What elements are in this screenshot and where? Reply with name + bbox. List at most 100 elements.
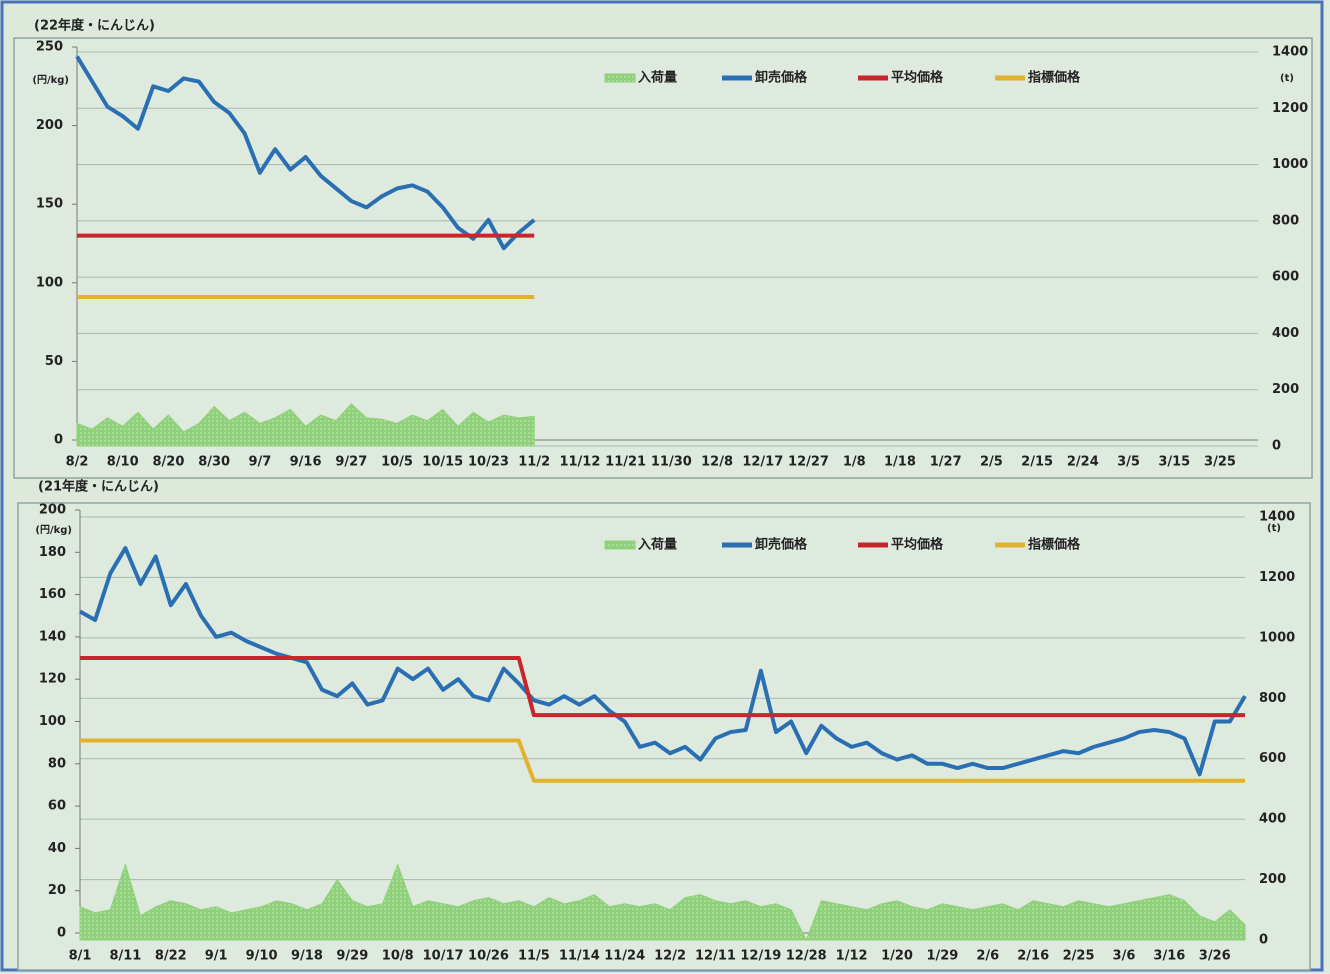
x-tick-label: 2/25 [1063,949,1095,964]
x-tick-label: 12/2 [654,949,686,964]
x-tick-label: 10/15 [422,455,463,470]
x-tick-label: 12/19 [740,949,781,964]
y-axis-unit: (円/kg) [35,524,72,536]
legend-label: 卸売価格 [755,537,808,553]
x-tick-label: 2/5 [980,455,1003,470]
y-tick-label: 0 [57,926,66,941]
legend-label: 平均価格 [891,537,944,553]
volume-area [79,862,1246,942]
legend-label: 指標価格 [1028,70,1081,86]
y-tick-label: 60 [48,799,66,814]
x-tick-label: 8/1 [69,949,92,964]
x-tick-label: 9/1 [205,949,228,964]
x-tick-label: 3/15 [1158,455,1190,470]
x-tick-label: 11/2 [518,455,550,470]
x-tick-label: 1/27 [930,455,962,470]
x-tick-label: 1/20 [881,949,913,964]
x-tick-label: 12/8 [701,455,733,470]
volume-area [76,403,535,447]
y2-tick-label: 0 [1272,439,1281,454]
x-tick-label: 9/10 [246,949,278,964]
y2-axis-unit: (t) [1267,523,1281,534]
y-tick-label: 40 [48,841,66,856]
y2-tick-label: 1200 [1259,570,1295,585]
x-tick-label: 10/23 [468,455,509,470]
x-tick-label: 3/25 [1204,455,1236,470]
y2-tick-label: 600 [1272,270,1299,285]
x-tick-label: 12/27 [788,455,829,470]
y2-axis-unit: (t) [1280,73,1294,84]
x-tick-label: 1/18 [884,455,916,470]
y-tick-label: 150 [36,197,63,212]
x-tick-label: 12/17 [742,455,783,470]
x-tick-label: 8/11 [109,949,141,964]
x-tick-label: 12/11 [695,949,736,964]
x-tick-label: 9/7 [248,455,271,470]
legend-label: 入荷量 [638,537,677,553]
y2-tick-label: 600 [1259,751,1286,766]
x-tick-label: 11/14 [559,949,600,964]
y-tick-label: 50 [45,354,63,369]
y2-tick-label: 800 [1272,213,1299,228]
price-line [75,55,536,251]
x-tick-label: 11/5 [518,949,550,964]
x-tick-label: 8/10 [107,455,139,470]
y-tick-label: 20 [48,883,66,898]
y2-tick-label: 1400 [1259,510,1295,525]
y-tick-label: 100 [39,714,66,729]
y2-tick-label: 1000 [1259,630,1295,645]
x-tick-label: 2/24 [1067,455,1099,470]
x-tick-label: 11/12 [559,455,600,470]
x-tick-label: 10/8 [382,949,414,964]
x-tick-label: 11/30 [651,455,692,470]
legend-swatch [604,73,636,83]
x-tick-label: 9/29 [336,949,368,964]
x-tick-label: 2/6 [976,949,999,964]
x-tick-label: 1/29 [926,949,958,964]
y-tick-label: 200 [39,503,66,518]
y2-tick-label: 400 [1272,326,1299,341]
y2-tick-label: 0 [1259,933,1268,948]
x-tick-label: 1/12 [836,949,868,964]
x-tick-label: 2/15 [1021,455,1053,470]
y-tick-label: 200 [36,118,63,133]
plot-box [17,502,1311,971]
x-tick-label: 10/5 [381,455,413,470]
y-tick-label: 0 [54,433,63,448]
chart-title: (22年度・にんじん) [34,18,155,34]
x-tick-label: 9/18 [291,949,323,964]
y2-tick-label: 400 [1259,812,1286,827]
y-tick-label: 250 [36,40,63,55]
x-tick-label: 3/6 [1113,949,1136,964]
y-tick-label: 160 [39,587,66,602]
price-line [80,656,1246,718]
x-tick-label: 10/17 [423,949,464,964]
y-tick-label: 180 [39,545,66,560]
y2-tick-label: 1400 [1272,45,1308,60]
x-tick-label: 3/26 [1199,949,1231,964]
x-tick-label: 9/16 [290,455,322,470]
y-tick-label: 80 [48,756,66,771]
x-tick-label: 8/2 [66,455,89,470]
y2-tick-label: 1200 [1272,101,1308,116]
x-tick-label: 2/16 [1017,949,1049,964]
legend-label: 卸売価格 [755,70,808,86]
x-tick-label: 9/27 [335,455,367,470]
legend-label: 入荷量 [638,70,677,86]
y-tick-label: 120 [39,672,66,687]
legend-swatch [604,540,636,550]
price-line [80,738,1246,783]
x-tick-label: 3/5 [1117,455,1140,470]
chart-title: (21年度・にんじん) [38,479,159,495]
y-axis-unit: (円/kg) [32,74,69,86]
price-line [79,546,1247,777]
x-tick-label: 3/16 [1153,949,1185,964]
legend-label: 指標価格 [1028,537,1081,553]
y2-tick-label: 200 [1272,382,1299,397]
y-tick-label: 140 [39,629,66,644]
x-tick-label: 8/20 [152,455,184,470]
y2-tick-label: 800 [1259,691,1286,706]
x-tick-label: 1/8 [843,455,866,470]
